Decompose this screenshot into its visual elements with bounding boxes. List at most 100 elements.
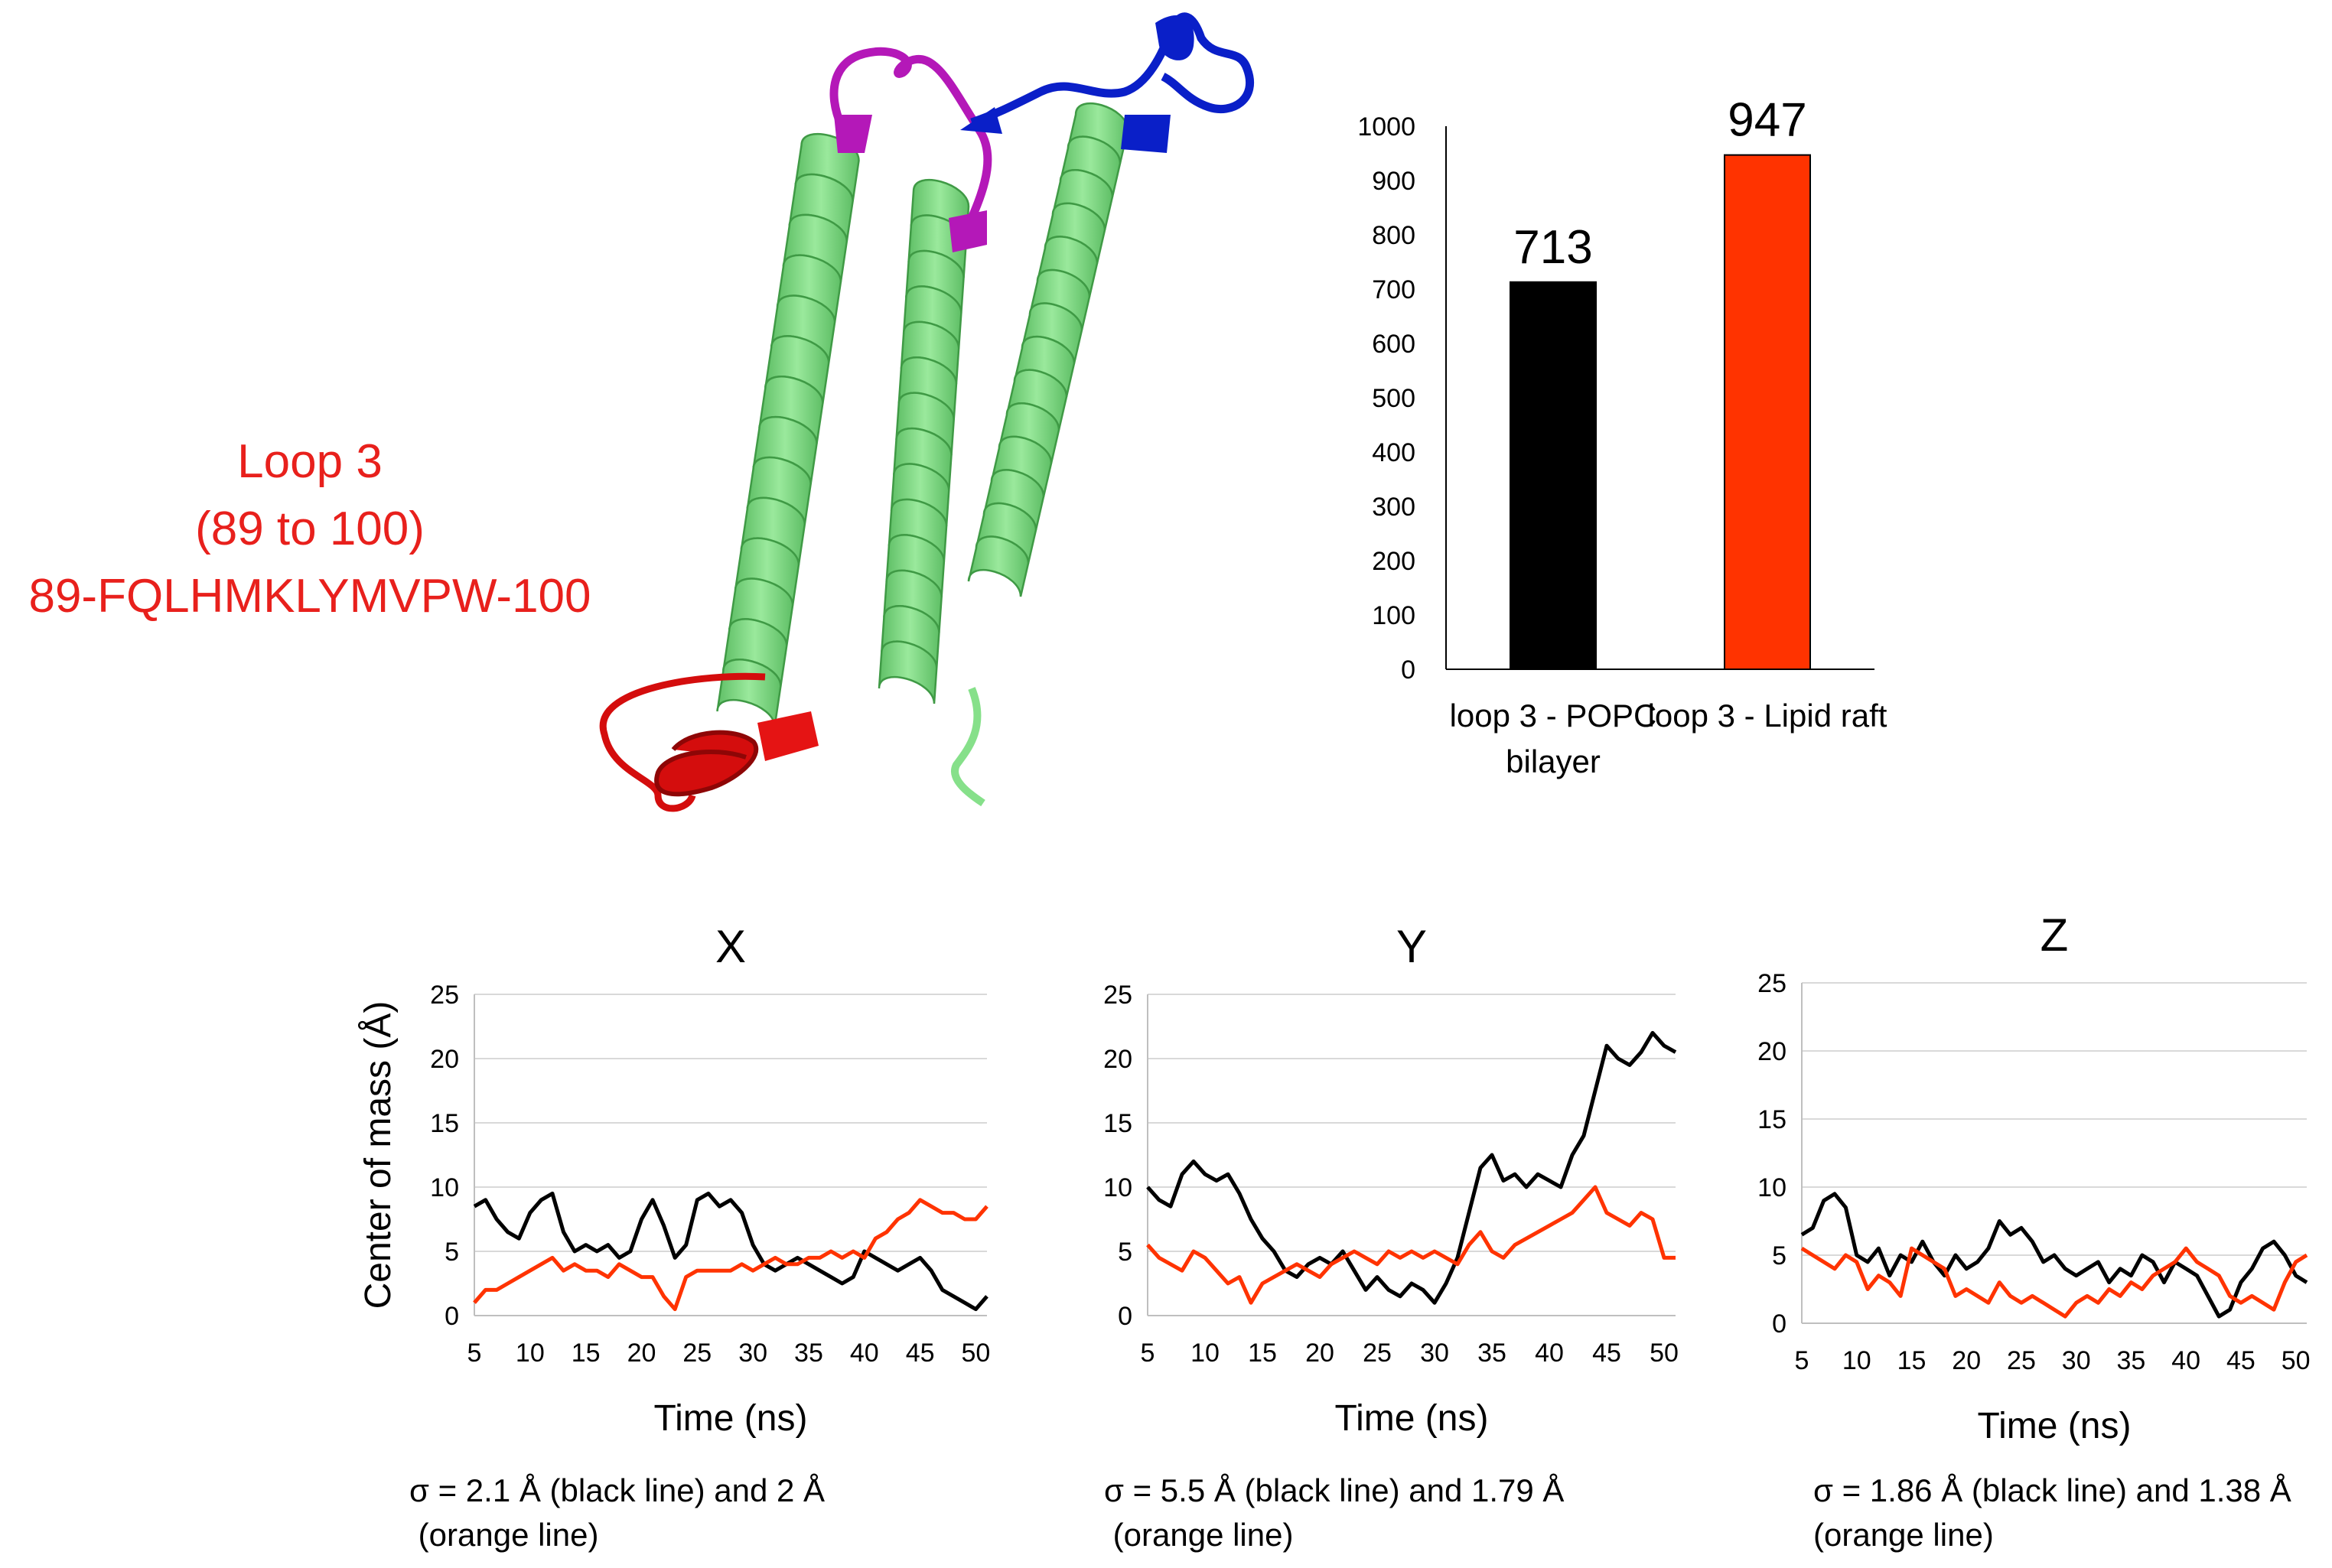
red-helix-turn	[654, 730, 759, 797]
x-tick-label: 10	[1842, 1346, 1871, 1375]
x-tick-label: 50	[2282, 1346, 2311, 1375]
x-tick-label: 5	[467, 1339, 482, 1368]
bar-1	[1724, 154, 1811, 670]
y-tick-label: 20	[1757, 1037, 1786, 1066]
helix-1-turn	[878, 640, 938, 704]
y-tick-label: 0	[1772, 1309, 1786, 1339]
x-tick-label: 30	[738, 1339, 767, 1368]
bar-y-tick-label: 300	[1372, 493, 1415, 522]
y-tick-label: 20	[1103, 1045, 1132, 1074]
x-tick-label: 5	[1141, 1339, 1155, 1368]
x-tick-label: 15	[1897, 1346, 1927, 1375]
x-tick-label: 20	[1305, 1339, 1334, 1368]
y-tick-label: 5	[1118, 1238, 1132, 1267]
x-tick-label: 5	[1795, 1346, 1809, 1375]
x-tick-label: 25	[1363, 1339, 1392, 1368]
bar-y-tick-label: 200	[1372, 547, 1415, 576]
y-tick-label: 10	[1757, 1173, 1786, 1202]
bar-data-label: 713	[1513, 221, 1592, 274]
x-tick-label: 40	[1535, 1339, 1564, 1368]
y-tick-label: 15	[1103, 1109, 1132, 1138]
blue-knot	[1155, 15, 1194, 60]
bar-y-tick-label: 600	[1372, 330, 1415, 359]
x-tick-label: 35	[794, 1339, 823, 1368]
red-loop	[599, 672, 766, 812]
chart-title: X	[715, 921, 746, 972]
bar-category-label: loop 3 - POPC	[1450, 698, 1657, 734]
red-helix-cap	[757, 711, 819, 761]
blue-cap	[1121, 115, 1171, 153]
series-line-0	[1146, 1030, 1677, 1305]
x-tick-label: 30	[2062, 1346, 2091, 1375]
x-tick-label: 45	[1592, 1339, 1621, 1368]
y-tick-label: 25	[1103, 981, 1132, 1010]
bar-y-tick-label: 100	[1372, 601, 1415, 630]
chart-title: Y	[1396, 921, 1427, 972]
x-axis-label: Time (ns)	[1978, 1406, 2132, 1446]
x-axis-label: Time (ns)	[654, 1398, 808, 1439]
y-tick-label: 25	[430, 981, 459, 1010]
blue-loop	[970, 12, 1255, 127]
x-tick-label: 45	[906, 1339, 935, 1368]
green-tail	[951, 687, 985, 807]
y-axis-label: Center of mass (Å)	[358, 1001, 399, 1309]
bar-y-tick-label: 800	[1372, 221, 1415, 250]
y-tick-label: 10	[1103, 1173, 1132, 1202]
x-tick-label: 20	[627, 1339, 656, 1368]
helix-bundle	[716, 102, 1129, 727]
y-tick-label: 15	[1757, 1105, 1786, 1134]
x-tick-label: 25	[2007, 1346, 2036, 1375]
series-line-1	[1800, 1246, 2308, 1319]
series-line-1	[1146, 1185, 1676, 1305]
bar-y-tick-label: 0	[1401, 656, 1415, 685]
x-tick-label: 50	[1650, 1339, 1679, 1368]
magenta-cap-top	[834, 115, 872, 153]
x-tick-label: 35	[1477, 1339, 1506, 1368]
bar-category-label: loop 3 - Lipid raft	[1648, 698, 1887, 734]
x-tick-label: 40	[2171, 1346, 2200, 1375]
series-line-0	[473, 1191, 988, 1312]
x-tick-label: 25	[682, 1339, 712, 1368]
x-tick-label: 15	[1248, 1339, 1277, 1368]
loop-label: Loop 3 (89 to 100) 89-FQLHMKLYMVPW-100	[0, 428, 620, 630]
bar-0	[1510, 281, 1597, 670]
chart-title: Z	[2040, 909, 2069, 961]
x-tick-label: 20	[1952, 1346, 1981, 1375]
y-tick-label: 5	[1772, 1241, 1786, 1270]
bar-y-tick-label: 500	[1372, 384, 1415, 413]
x-tick-label: 35	[2117, 1346, 2146, 1375]
bar-y-tick-label: 700	[1372, 275, 1415, 304]
helix-2-turn	[967, 535, 1030, 597]
y-tick-label: 0	[1118, 1302, 1132, 1331]
bar-y-tick-label: 1000	[1357, 112, 1415, 142]
loop-label-sequence: 89-FQLHMKLYMVPW-100	[28, 570, 591, 623]
blue-arrow	[960, 107, 1002, 134]
magenta-loop	[829, 47, 992, 220]
x-tick-label: 30	[1420, 1339, 1449, 1368]
bar-data-label: 947	[1728, 94, 1806, 147]
magenta-cap-bottom	[949, 210, 987, 252]
x-tick-label: 15	[572, 1339, 601, 1368]
sigma-note-y: σ = 5.5 Å (black line) and 1.79 Å (orang…	[1104, 1472, 1565, 1553]
y-tick-label: 20	[430, 1045, 459, 1074]
bar-y-tick-label: 900	[1372, 167, 1415, 196]
bar-chart: 0 100 200 300 400 500 600 700 800 900 1000 713 loop …	[1357, 94, 1887, 779]
protein-structure	[599, 12, 1255, 812]
y-tick-label: 15	[430, 1109, 459, 1138]
bar-y-tick-label: 400	[1372, 438, 1415, 467]
bar-category-label: bilayer	[1506, 743, 1601, 779]
series-line-1	[473, 1198, 988, 1312]
x-tick-label: 10	[516, 1339, 545, 1368]
x-tick-label: 45	[2226, 1346, 2255, 1375]
y-tick-label: 0	[445, 1302, 459, 1331]
loop-label-range: (89 to 100)	[195, 503, 425, 555]
y-tick-label: 10	[430, 1173, 459, 1202]
sigma-note-z: σ = 1.86 Å (black line) and 1.38 Å (oran…	[1813, 1472, 2291, 1553]
loop-label-title: Loop 3	[237, 435, 383, 488]
x-tick-label: 50	[962, 1339, 991, 1368]
sigma-note-x: σ = 2.1 Å (black line) and 2 Å (orange l…	[409, 1472, 826, 1553]
